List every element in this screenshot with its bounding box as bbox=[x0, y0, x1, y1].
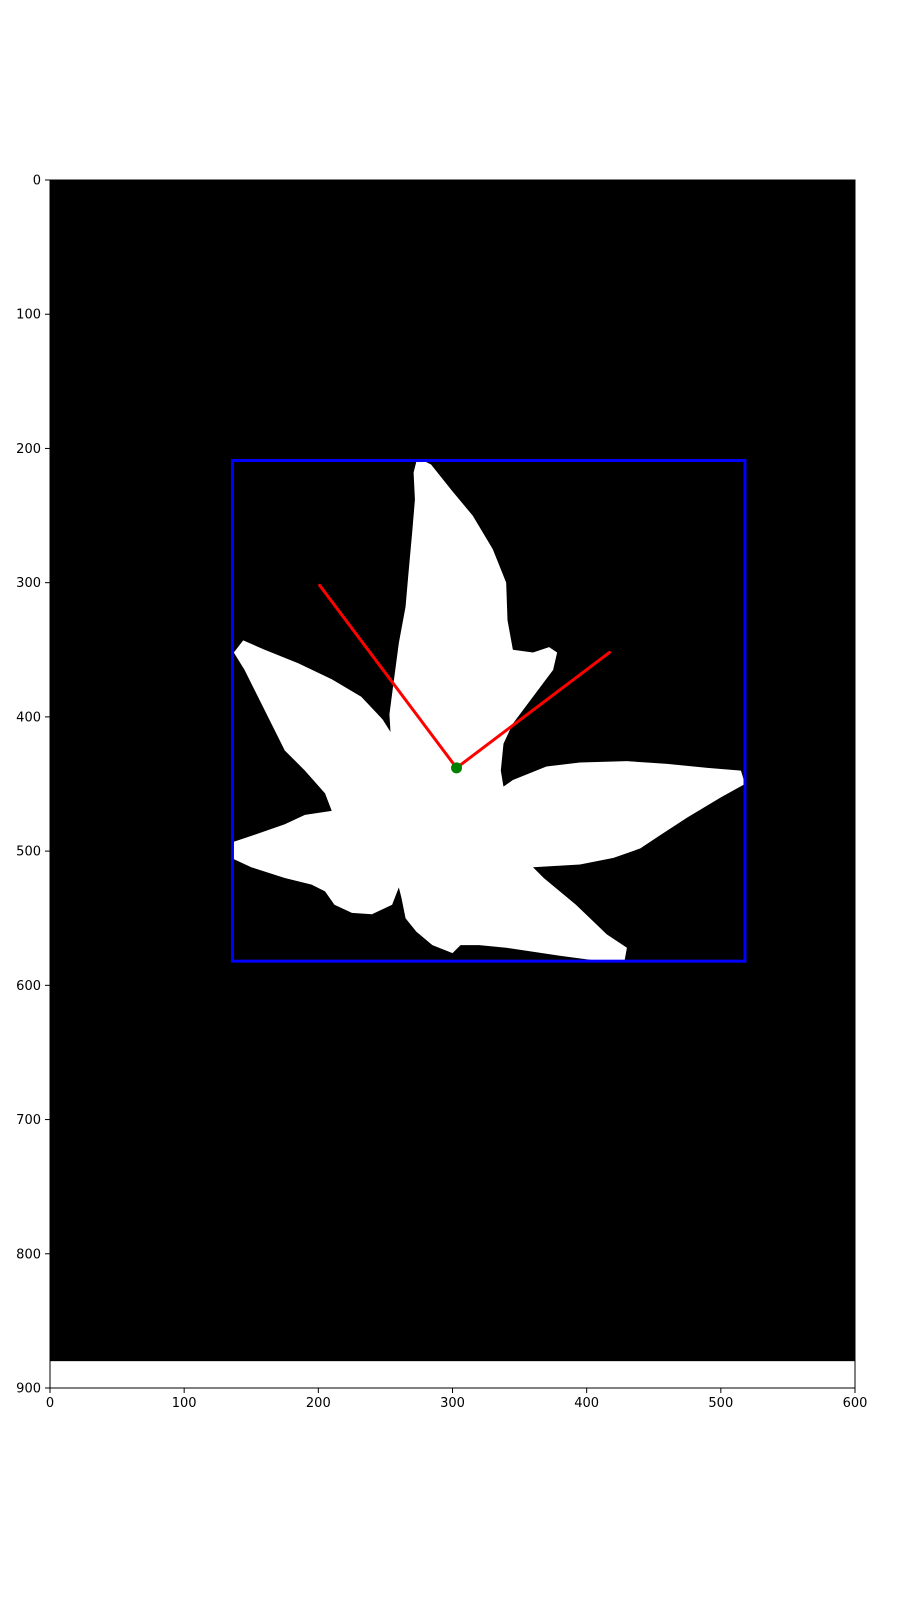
y-tick-label: 100 bbox=[16, 308, 41, 323]
x-tick-label: 100 bbox=[172, 1396, 197, 1411]
y-tick-label: 800 bbox=[16, 1247, 41, 1262]
x-tick-label: 300 bbox=[440, 1396, 465, 1411]
center-point bbox=[451, 762, 463, 774]
bounding-box bbox=[230, 459, 747, 963]
y-tick-label: 0 bbox=[33, 174, 41, 189]
y-tick-label: 600 bbox=[16, 979, 41, 994]
x-tick-label: 600 bbox=[843, 1396, 868, 1411]
red-line-1 bbox=[318, 583, 459, 770]
leaf-mask-shape bbox=[231, 459, 745, 963]
x-tick-label: 0 bbox=[46, 1396, 54, 1411]
y-tick-label: 700 bbox=[16, 1113, 41, 1128]
x-tick-label: 200 bbox=[306, 1396, 331, 1411]
red-line-2 bbox=[455, 650, 611, 770]
y-tick-label: 900 bbox=[16, 1382, 41, 1397]
y-tick-label: 400 bbox=[16, 710, 41, 725]
image-layer bbox=[50, 180, 855, 1362]
y-tick-label: 200 bbox=[16, 442, 41, 457]
lines-layer bbox=[318, 583, 611, 770]
y-tick-label: 500 bbox=[16, 845, 41, 860]
x-tick-label: 500 bbox=[708, 1396, 733, 1411]
y-axis: 0 100 200 300 400 500 600 700 800 900 bbox=[16, 174, 50, 1397]
y-tick-label: 300 bbox=[16, 576, 41, 591]
x-axis: 0 100 200 300 400 500 600 bbox=[46, 1388, 868, 1411]
x-tick-label: 400 bbox=[574, 1396, 599, 1411]
